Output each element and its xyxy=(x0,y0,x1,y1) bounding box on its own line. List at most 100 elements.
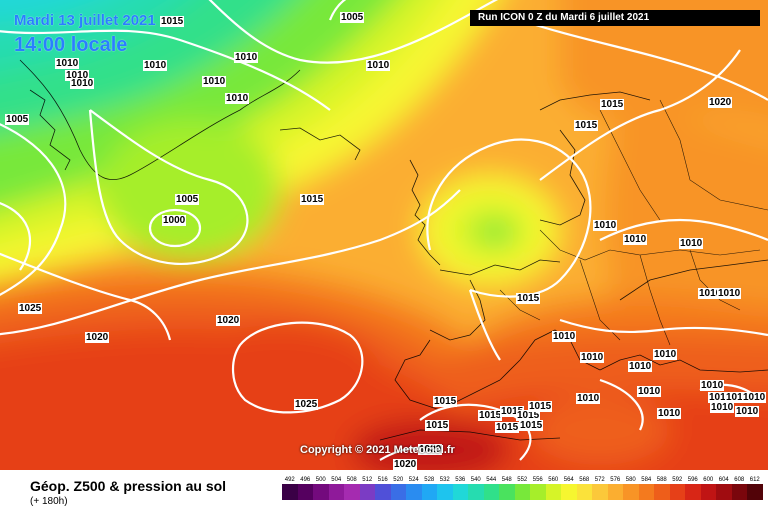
isobar-label: 1010 xyxy=(366,60,391,71)
isobar-label: 1015 xyxy=(425,420,450,431)
scale-tick-label: 604 xyxy=(718,477,729,483)
scale-swatch xyxy=(344,484,360,500)
scale-step: 528 xyxy=(421,476,437,500)
isobar-label: 1015 xyxy=(574,120,599,131)
weather-map xyxy=(0,0,768,470)
scale-swatch xyxy=(561,484,577,500)
scale-tick-label: 500 xyxy=(315,477,326,483)
isobar-label: 1010 xyxy=(700,380,725,391)
scale-tick-label: 592 xyxy=(672,477,683,483)
scale-swatch xyxy=(359,484,375,500)
isobar-label: 1015 xyxy=(478,410,503,421)
scale-step: 552 xyxy=(514,476,530,500)
scale-tick-label: 600 xyxy=(703,477,714,483)
scale-step: 516 xyxy=(375,476,391,500)
isobar-label: 1010 xyxy=(708,392,733,403)
scale-step: 604 xyxy=(716,476,732,500)
isobar-label: 1015 xyxy=(500,406,525,417)
scale-step: 532 xyxy=(437,476,453,500)
isobar-label: 1010 xyxy=(202,76,227,87)
scale-tick-label: 612 xyxy=(749,477,760,483)
scale-swatch xyxy=(530,484,546,500)
scale-tick-label: 560 xyxy=(548,477,559,483)
scale-tick-label: 588 xyxy=(656,477,667,483)
isobar-label: 1010 xyxy=(65,70,90,81)
scale-step: 536 xyxy=(452,476,468,500)
scale-swatch xyxy=(607,484,623,500)
scale-step: 492 xyxy=(282,476,298,500)
scale-step: 540 xyxy=(468,476,484,500)
scale-swatch xyxy=(638,484,654,500)
scale-tick-label: 584 xyxy=(641,477,652,483)
scale-swatch xyxy=(282,484,298,500)
scale-swatch xyxy=(545,484,561,500)
isobar-label: 1010 xyxy=(725,392,750,403)
scale-tick-label: 524 xyxy=(408,477,419,483)
isobar-label: 1020 xyxy=(216,315,241,326)
scale-step: 496 xyxy=(297,476,313,500)
scale-swatch xyxy=(328,484,344,500)
isobar-label: 1010 xyxy=(653,349,678,360)
isobar-label: 1015 xyxy=(528,401,553,412)
scale-tick-label: 556 xyxy=(532,477,543,483)
scale-swatch xyxy=(576,484,592,500)
scale-step: 556 xyxy=(530,476,546,500)
isobar-label: 1010 xyxy=(698,288,723,299)
scale-tick-label: 536 xyxy=(455,477,466,483)
isobar-label: 1020 xyxy=(708,97,733,108)
scale-tick-label: 504 xyxy=(331,477,342,483)
scale-step: 504 xyxy=(328,476,344,500)
isobar-label: 1010 xyxy=(580,352,605,363)
scale-step: 588 xyxy=(654,476,670,500)
isobar-label: 1005 xyxy=(340,12,365,23)
scale-step: 596 xyxy=(685,476,701,500)
scale-step: 580 xyxy=(623,476,639,500)
isobar-label: 1010 xyxy=(593,220,618,231)
isobar-label: 1010 xyxy=(225,93,250,104)
scale-tick-label: 544 xyxy=(486,477,497,483)
isobar-label: 1020 xyxy=(418,444,443,455)
map-canvas xyxy=(0,0,768,470)
isobar-label: 1010 xyxy=(710,402,735,413)
isobar-label: 1025 xyxy=(18,303,43,314)
scale-step: 584 xyxy=(638,476,654,500)
scale-swatch xyxy=(669,484,685,500)
scale-step: 608 xyxy=(731,476,747,500)
scale-step: 560 xyxy=(545,476,561,500)
isobar-label: 1000 xyxy=(162,215,187,226)
isobar-label: 1010 xyxy=(657,408,682,419)
scale-tick-label: 496 xyxy=(300,477,311,483)
isobar-label: 1005 xyxy=(175,194,200,205)
isobars xyxy=(0,0,768,460)
scale-swatch xyxy=(685,484,701,500)
isobar-label: 1010 xyxy=(234,52,259,63)
isobar-label: 1015 xyxy=(495,422,520,433)
forecast-date: Mardi 13 juillet 2021 xyxy=(14,12,156,29)
scale-tick-label: 564 xyxy=(563,477,574,483)
coastlines xyxy=(19,59,768,441)
scale-step: 600 xyxy=(700,476,716,500)
scale-tick-label: 548 xyxy=(501,477,512,483)
scale-step: 568 xyxy=(576,476,592,500)
isobar-label: 1015 xyxy=(519,420,544,431)
scale-tick-label: 532 xyxy=(439,477,450,483)
legend-panel: Géop. Z500 & pression au sol (+ 180h) 49… xyxy=(0,470,768,512)
isobar-label: 1015 xyxy=(516,410,541,421)
isobar-label: 1010 xyxy=(576,393,601,404)
isobar-label: 1010 xyxy=(742,392,767,403)
forecast-time: 14:00 locale xyxy=(14,34,128,56)
scale-step: 524 xyxy=(406,476,422,500)
isobar-label: 1010 xyxy=(717,288,742,299)
scale-swatch xyxy=(514,484,530,500)
scale-swatch xyxy=(375,484,391,500)
scale-swatch xyxy=(716,484,732,500)
copyright-notice: Copyright © 2021 Meteociel.fr xyxy=(300,444,455,456)
scale-step: 548 xyxy=(499,476,515,500)
borders xyxy=(499,99,768,346)
scale-step: 520 xyxy=(390,476,406,500)
isobar-label: 1010 xyxy=(735,406,760,417)
scale-tick-label: 580 xyxy=(625,477,636,483)
isobar-label: 1010 xyxy=(679,238,704,249)
scale-tick-label: 572 xyxy=(594,477,605,483)
